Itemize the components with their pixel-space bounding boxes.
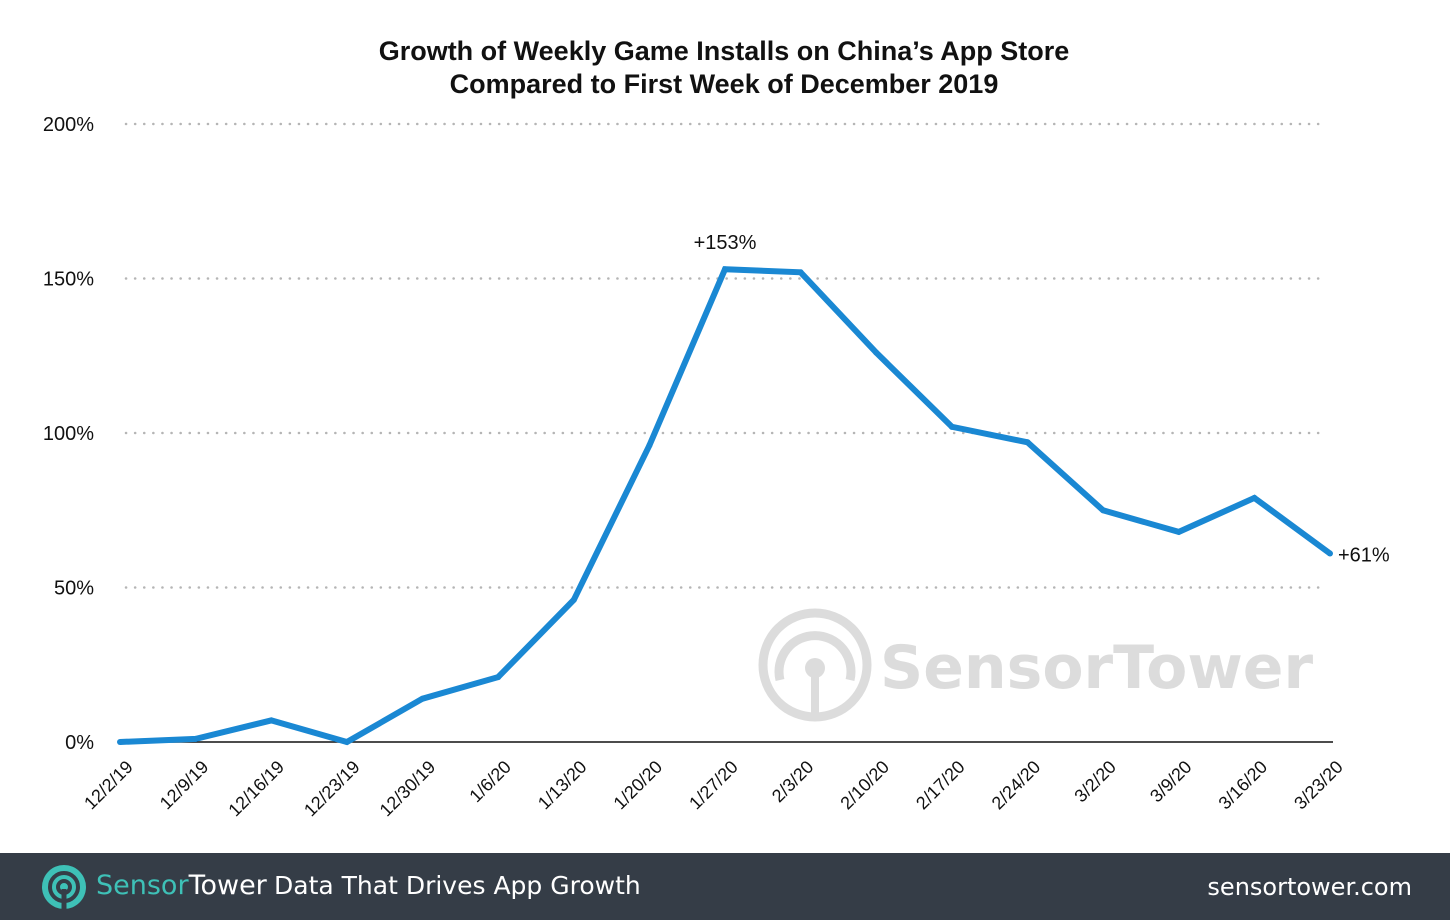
x-tick-label: 12/2/19 — [80, 757, 137, 814]
watermark: SensorTower — [758, 608, 1313, 722]
x-tick-label: 1/20/20 — [610, 757, 667, 814]
x-tick-label: 1/13/20 — [534, 757, 591, 814]
data-point — [1100, 507, 1107, 514]
data-label: +61% — [1338, 545, 1390, 567]
chart-title-line-2: Compared to First Week of December 2019 — [450, 69, 999, 99]
x-tick-label: 12/30/19 — [376, 757, 440, 821]
footer-bar: SensorTower Data That Drives App Growth … — [0, 853, 1450, 920]
x-tick-label: 2/24/20 — [988, 757, 1045, 814]
footer-brand: SensorTower — [96, 869, 267, 903]
watermark-brand-text: SensorTower — [880, 633, 1313, 703]
series — [117, 266, 1333, 746]
footer-website-link[interactable]: sensortower.com — [1207, 873, 1412, 901]
x-axis-ticks: 12/2/19 12/9/19 12/16/19 12/23/19 12/30/19 1/… — [80, 757, 1347, 821]
data-point — [495, 674, 502, 681]
data-point — [722, 266, 728, 273]
data-point — [1024, 439, 1031, 446]
chart-title-line-1: Growth of Weekly Game Installs on China’… — [379, 36, 1070, 66]
y-tick-label: 50% — [54, 578, 94, 600]
y-tick-label: 100% — [43, 423, 94, 445]
x-tick-label: 12/16/19 — [224, 757, 288, 821]
chart: Growth of Weekly Game Installs on China’… — [43, 36, 1390, 821]
x-tick-label: 3/16/20 — [1215, 757, 1272, 814]
x-tick-label: 2/17/20 — [912, 757, 969, 814]
data-point — [1251, 494, 1258, 501]
x-tick-label: 3/23/20 — [1290, 757, 1347, 814]
data-point — [948, 423, 955, 430]
data-point — [419, 695, 426, 702]
data-point — [873, 349, 880, 356]
x-tick-label: 2/10/20 — [836, 757, 893, 814]
data-point — [1175, 528, 1182, 535]
data-point — [1327, 550, 1333, 557]
x-tick-label: 1/6/20 — [465, 757, 515, 807]
data-point — [646, 442, 653, 449]
data-label: +153% — [694, 232, 757, 254]
x-tick-label: 2/3/20 — [768, 757, 818, 807]
x-tick-label: 1/27/20 — [685, 757, 742, 814]
data-point — [343, 739, 350, 745]
annotations: +153% +61% — [694, 232, 1390, 566]
x-tick-label: 3/2/20 — [1070, 757, 1120, 807]
footer-brand-part1: Sensor — [96, 870, 189, 901]
data-point — [797, 269, 804, 276]
y-tick-label: 150% — [43, 269, 94, 291]
footer-tagline: Data That Drives App Growth — [274, 871, 641, 900]
x-tick-label: 12/9/19 — [156, 757, 213, 814]
y-axis-ticks: 0% 50% 100% 150% 200% — [43, 114, 94, 754]
data-point — [117, 739, 123, 745]
data-point — [570, 596, 577, 603]
x-tick-label: 3/9/20 — [1146, 757, 1196, 807]
y-tick-label: 0% — [65, 732, 94, 754]
data-point — [268, 717, 275, 724]
data-point — [192, 735, 199, 742]
watermark-logo-icon — [758, 608, 872, 722]
sensortower-logo-icon — [42, 865, 86, 909]
grid — [124, 122, 1328, 589]
footer-brand-part2: Tower — [188, 870, 267, 901]
x-tick-label: 12/23/19 — [300, 757, 364, 821]
y-tick-label: 200% — [43, 114, 94, 136]
